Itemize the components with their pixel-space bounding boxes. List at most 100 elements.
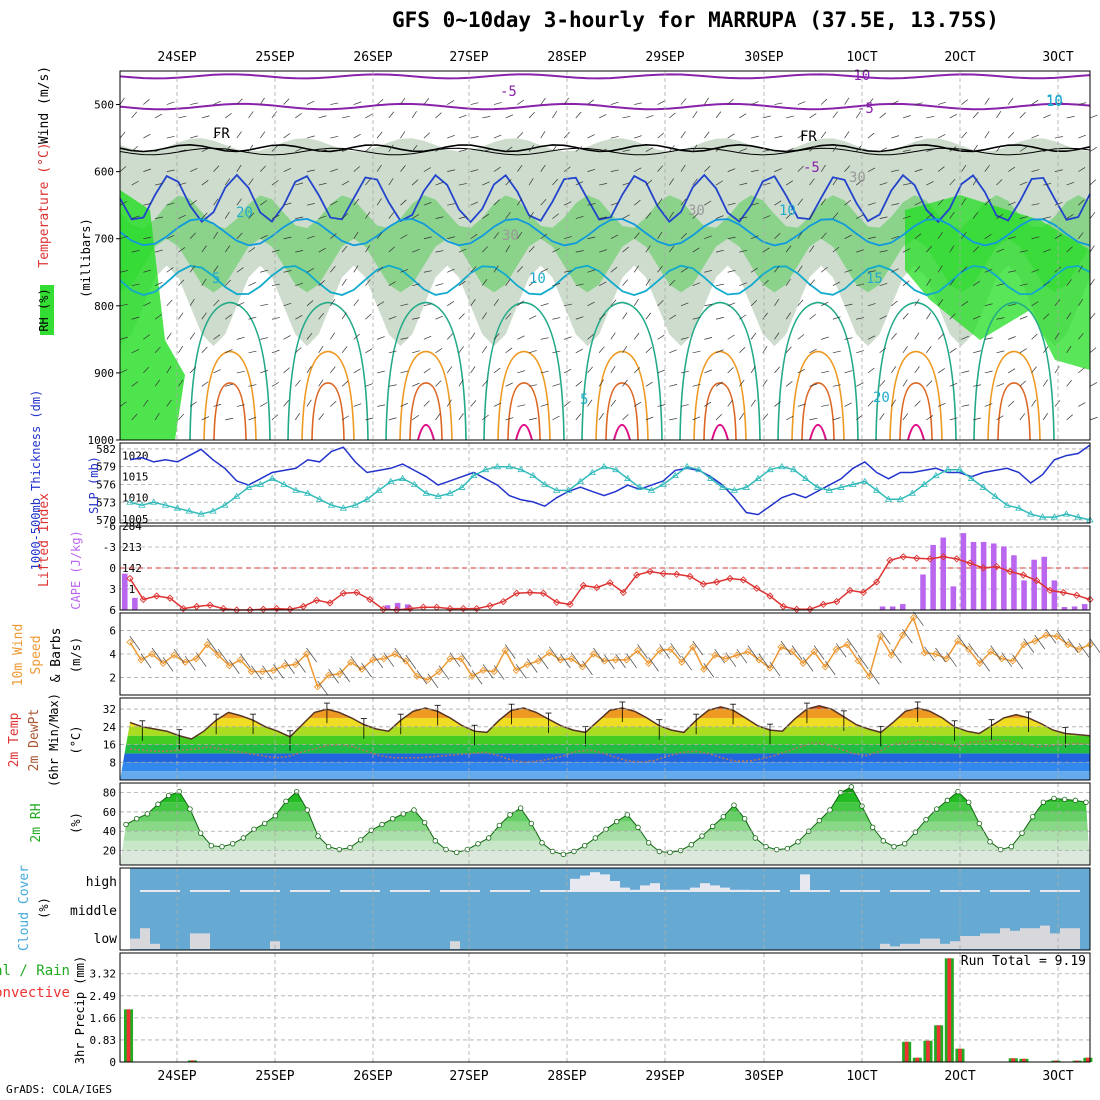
wind-barb-10m bbox=[946, 652, 957, 667]
cloud-low-cell bbox=[1030, 928, 1040, 949]
rh2m-marker bbox=[709, 823, 716, 830]
wind-barb bbox=[856, 179, 863, 186]
wind-barb bbox=[774, 135, 783, 139]
wind-barb bbox=[762, 247, 770, 253]
rh-shade-green bbox=[120, 195, 1090, 293]
wind-barb bbox=[306, 268, 315, 273]
lifted-index-line-marker bbox=[473, 604, 481, 613]
wind-speed-line-marker bbox=[468, 672, 476, 680]
wind-barb bbox=[1089, 245, 1095, 253]
wind-barb bbox=[587, 203, 596, 206]
wind-barb bbox=[470, 400, 477, 407]
rh2m-marker bbox=[357, 837, 364, 843]
thickness-line-marker bbox=[576, 477, 585, 484]
lifted-index-line-marker bbox=[673, 570, 681, 578]
wind-barb bbox=[902, 345, 908, 353]
rh2m-marker bbox=[219, 843, 225, 850]
wind-barb bbox=[937, 166, 945, 172]
lifted-index-line-marker bbox=[1046, 586, 1054, 595]
wind-barb bbox=[785, 381, 793, 387]
wind-barb bbox=[587, 399, 593, 407]
wind-barb bbox=[1019, 380, 1026, 387]
wind-barb bbox=[517, 266, 523, 273]
contour-label: 5 bbox=[212, 271, 220, 287]
cape-bar bbox=[394, 602, 401, 610]
wind-barb bbox=[762, 413, 769, 421]
wind-barb bbox=[867, 132, 875, 139]
temp-contour-30 bbox=[997, 382, 1031, 441]
wind-barb bbox=[423, 236, 432, 240]
wind-speed-line-marker bbox=[865, 672, 873, 680]
wind-barb bbox=[1043, 216, 1052, 219]
wind-barb bbox=[119, 235, 128, 240]
wind-barb bbox=[190, 102, 199, 105]
wind-barb bbox=[154, 412, 160, 421]
wind-barb bbox=[1042, 346, 1049, 353]
wind-barb bbox=[236, 232, 243, 239]
wind-barb bbox=[972, 315, 981, 320]
wind-barb bbox=[283, 98, 290, 105]
cloud-level-label: low bbox=[94, 932, 118, 947]
wind-barb bbox=[914, 266, 921, 273]
wind-barb bbox=[353, 101, 362, 105]
cloud-high-cell bbox=[690, 887, 700, 892]
wind-barb bbox=[844, 97, 850, 105]
wind-barb bbox=[996, 383, 1005, 387]
wind-barb bbox=[1078, 367, 1085, 374]
precip-convective-bar bbox=[904, 1041, 909, 1062]
wind-barb bbox=[493, 402, 502, 407]
wind-barb bbox=[797, 198, 803, 206]
thickness-line-marker bbox=[232, 492, 241, 499]
wind-barb bbox=[540, 131, 546, 139]
rh2m-marker bbox=[208, 843, 215, 849]
wind-barb bbox=[505, 146, 513, 152]
wind-speed-line-marker bbox=[821, 663, 829, 671]
thickness-line-marker bbox=[422, 489, 431, 496]
thickness-line-marker bbox=[600, 462, 608, 470]
wind-barb-10m bbox=[1001, 652, 1013, 667]
wind-barb bbox=[914, 400, 921, 407]
wind-barb bbox=[458, 183, 467, 186]
wind-barb bbox=[213, 198, 219, 206]
wind-barb bbox=[680, 198, 687, 206]
rh-legend-swatch bbox=[40, 285, 54, 335]
rh2m-marker bbox=[1051, 795, 1057, 802]
wind-barb bbox=[353, 231, 359, 239]
cape-bar bbox=[960, 533, 967, 610]
wind-barb bbox=[143, 366, 150, 374]
wind-barb bbox=[201, 312, 207, 320]
wind-barb-10m bbox=[438, 665, 450, 680]
wind-barb bbox=[1078, 402, 1086, 407]
wind-barb bbox=[552, 317, 561, 320]
wind-barb bbox=[984, 233, 992, 240]
wind-barb-10m bbox=[140, 653, 152, 669]
temp-band bbox=[120, 709, 1090, 718]
wind-barb bbox=[937, 403, 946, 407]
wind-barb bbox=[1019, 283, 1028, 287]
wind-barb bbox=[236, 336, 245, 340]
thickness-line-marker bbox=[375, 486, 383, 493]
wind-barb-10m bbox=[747, 645, 759, 660]
wind-barb bbox=[891, 100, 899, 105]
wind-barb bbox=[1031, 333, 1038, 340]
wind-barb bbox=[1031, 236, 1040, 240]
wind-barb-10m bbox=[758, 653, 770, 669]
wind-speed-line-marker bbox=[611, 656, 620, 664]
wind-barb bbox=[809, 178, 815, 186]
wind-barb bbox=[645, 312, 652, 320]
wind-barb bbox=[575, 181, 584, 186]
wind-barb-10m bbox=[835, 643, 847, 658]
wind-barb bbox=[996, 350, 1005, 354]
lifted-index-line-marker bbox=[313, 596, 321, 604]
wind-barb bbox=[937, 134, 946, 139]
wind-barb bbox=[610, 366, 616, 374]
page-title: GFS 0~10day 3-hourly for MARRUPA (37.5E,… bbox=[392, 8, 999, 32]
cloud-high-cell bbox=[300, 890, 310, 892]
wind-barb bbox=[248, 212, 255, 219]
wind-barb bbox=[213, 165, 220, 172]
wind-barb bbox=[1042, 379, 1048, 387]
wind-barb bbox=[411, 179, 419, 186]
thickness-line-marker bbox=[541, 480, 549, 487]
wind-barb bbox=[143, 399, 149, 407]
temp-contour-20 bbox=[483, 301, 565, 441]
